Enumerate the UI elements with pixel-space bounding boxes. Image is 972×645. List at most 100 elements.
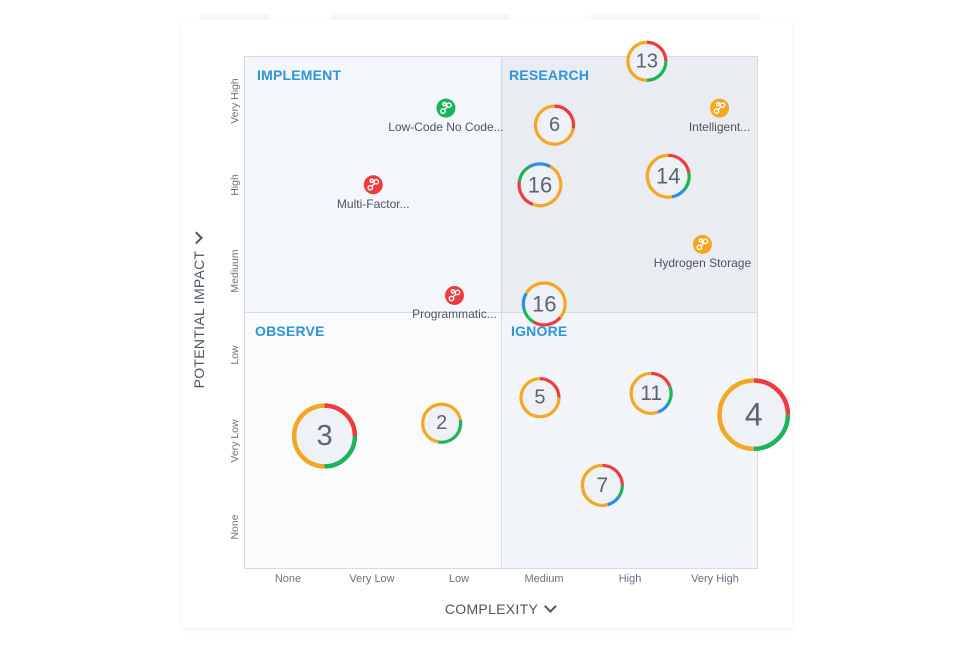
x-tick-label: High — [618, 573, 642, 585]
bubble-arc-orange — [519, 377, 561, 419]
x-tick-label: Very Low — [349, 573, 395, 585]
quadrant-label-research: RESEARCH — [509, 67, 590, 83]
bubble-arc-orange — [717, 378, 754, 452]
x-tick-label: Low — [448, 573, 470, 585]
item-marker[interactable] — [436, 98, 456, 118]
bubble-count: 13 — [636, 50, 658, 72]
network-link-icon — [713, 101, 726, 115]
bubble-arc-orange — [532, 165, 563, 208]
bubble-fill — [631, 373, 672, 414]
faded-header-bar — [200, 14, 270, 20]
quadrant-label-implement: IMPLEMENT — [257, 67, 342, 83]
cluster-bubble-11[interactable]: 11 — [629, 371, 673, 415]
bubble-arc-red — [753, 378, 791, 415]
bubble-arc-green — [753, 414, 791, 452]
bubble-arc-red — [651, 371, 672, 388]
bubble-count: 3 — [316, 420, 332, 452]
bubble-arc-blue — [521, 292, 528, 310]
bubble-arc-orange — [629, 371, 659, 415]
bubble-arc-green — [517, 165, 531, 182]
quadrant-observe — [244, 312, 502, 569]
cluster-bubble-16[interactable]: 16 — [517, 162, 563, 208]
bubble-arc-orange — [580, 463, 608, 507]
bubble-fill — [719, 380, 788, 449]
bubble-count: 16 — [532, 291, 556, 316]
cluster-bubble-16[interactable]: 16 — [521, 281, 567, 327]
bubble-fill — [647, 155, 690, 198]
faded-header-bar — [330, 14, 510, 20]
bubble-fill — [535, 106, 574, 145]
x-tick-label: Very High — [691, 573, 739, 585]
item-label[interactable]: Hydrogen Storage — [653, 256, 752, 271]
bubble-fill — [582, 465, 623, 506]
bubble-count: 2 — [436, 412, 447, 434]
cluster-bubble-2[interactable]: 2 — [421, 402, 463, 444]
bubble-arc-orange — [524, 281, 567, 319]
bubble-arc-red — [539, 377, 561, 398]
cluster-bubble-4[interactable]: 4 — [717, 378, 791, 452]
network-link-icon — [696, 238, 709, 251]
bubble-arc-red — [646, 40, 668, 62]
bubble-arc-green — [522, 308, 535, 324]
bubble-count: 6 — [549, 114, 560, 136]
item-marker[interactable] — [692, 234, 712, 254]
bubble-arc-blue — [657, 402, 670, 414]
network-link-icon — [440, 101, 452, 115]
bubble-arc-green — [617, 485, 624, 498]
bubble-fill — [422, 404, 461, 443]
bubble-arc-green — [646, 61, 668, 82]
cluster-bubble-13[interactable]: 13 — [626, 40, 668, 82]
bubble-fill — [627, 42, 666, 81]
bubble-arc-red — [324, 403, 358, 437]
bubble-arc-green — [324, 435, 358, 469]
cluster-bubble-5[interactable]: 5 — [519, 377, 561, 419]
bubble-arc-green — [666, 386, 673, 405]
x-tick-label: Medium — [524, 573, 564, 585]
bubble-arc-orange — [626, 40, 647, 82]
bubble-arc-green — [438, 419, 463, 444]
quadrant-label-ignore: IGNORE — [511, 323, 568, 339]
quadrant-ignore — [501, 312, 758, 569]
bubble-arc-red — [517, 180, 534, 206]
bubble-arc-blue — [607, 495, 621, 507]
item-label[interactable]: Multi-Factor... — [336, 196, 410, 211]
cluster-bubble-14[interactable]: 14 — [645, 153, 691, 199]
bubble-arc-blue — [528, 162, 552, 169]
x-tick-label: None — [274, 573, 302, 585]
x-axis-title: COMPLEXITY — [444, 601, 539, 617]
bubble-arc-green — [682, 172, 691, 191]
cluster-bubble-6[interactable]: 6 — [533, 104, 576, 146]
bubble-count: 14 — [656, 164, 680, 189]
bubble-count: 4 — [745, 397, 763, 433]
bubble-fill — [523, 283, 566, 325]
item-marker[interactable] — [710, 98, 730, 118]
bubble-arc-red — [554, 104, 576, 129]
bubble-arc-orange — [645, 153, 673, 199]
item-label[interactable]: Intelligent... — [688, 120, 751, 135]
cluster-bubble-3[interactable]: 3 — [291, 403, 358, 469]
bubble-fill — [520, 378, 559, 417]
item-marker[interactable] — [363, 175, 383, 195]
bubble-count: 5 — [534, 387, 545, 409]
bubble-arc-red — [533, 316, 562, 327]
bubble-fill — [294, 405, 355, 467]
bubble-count: 11 — [640, 382, 662, 405]
network-link-icon — [448, 289, 461, 302]
bubble-arc-orange — [421, 402, 462, 444]
bubble-arc-orange — [533, 104, 575, 146]
bubble-count: 16 — [528, 172, 552, 197]
faded-header-bar — [590, 14, 760, 20]
network-link-icon — [367, 178, 380, 191]
item-label[interactable]: Programmatic... — [412, 307, 497, 322]
bubble-fill — [519, 163, 561, 206]
bubble-arc-red — [668, 153, 691, 173]
x-axis-dropdown[interactable]: COMPLEXITY — [444, 600, 557, 617]
quadrant-label-observe: OBSERVE — [255, 323, 325, 339]
bubble-arc-blue — [671, 188, 686, 199]
cluster-bubble-7[interactable]: 7 — [580, 463, 624, 507]
bubble-arc-orange — [291, 403, 325, 469]
item-label[interactable]: Low-Code No Code... — [388, 120, 504, 135]
bubble-count: 7 — [597, 474, 609, 497]
item-marker[interactable] — [444, 285, 464, 305]
